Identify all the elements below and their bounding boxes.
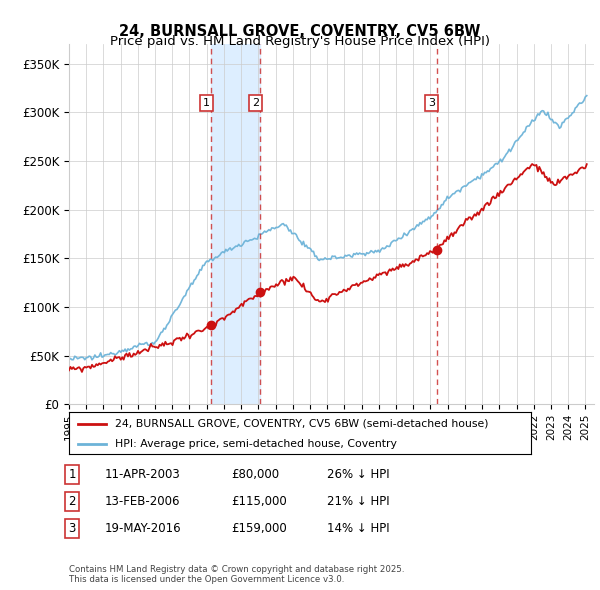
Text: 14% ↓ HPI: 14% ↓ HPI: [327, 522, 389, 535]
Text: £80,000: £80,000: [231, 468, 279, 481]
Text: 2: 2: [68, 495, 76, 508]
Text: 1: 1: [68, 468, 76, 481]
Text: 24, BURNSALL GROVE, COVENTRY, CV5 6BW (semi-detached house): 24, BURNSALL GROVE, COVENTRY, CV5 6BW (s…: [115, 419, 488, 429]
Text: Price paid vs. HM Land Registry's House Price Index (HPI): Price paid vs. HM Land Registry's House …: [110, 35, 490, 48]
Text: HPI: Average price, semi-detached house, Coventry: HPI: Average price, semi-detached house,…: [115, 439, 397, 448]
Text: 3: 3: [428, 97, 436, 107]
Text: £159,000: £159,000: [231, 522, 287, 535]
Text: 26% ↓ HPI: 26% ↓ HPI: [327, 468, 389, 481]
Text: 13-FEB-2006: 13-FEB-2006: [105, 495, 181, 508]
Text: 19-MAY-2016: 19-MAY-2016: [105, 522, 182, 535]
Text: £115,000: £115,000: [231, 495, 287, 508]
Text: Contains HM Land Registry data © Crown copyright and database right 2025.
This d: Contains HM Land Registry data © Crown c…: [69, 565, 404, 584]
Text: 1: 1: [203, 97, 209, 107]
Text: 2: 2: [251, 97, 259, 107]
Text: 24, BURNSALL GROVE, COVENTRY, CV5 6BW: 24, BURNSALL GROVE, COVENTRY, CV5 6BW: [119, 24, 481, 38]
Text: 3: 3: [68, 522, 76, 535]
Bar: [211, 44, 260, 404]
Text: 21% ↓ HPI: 21% ↓ HPI: [327, 495, 389, 508]
Text: 11-APR-2003: 11-APR-2003: [105, 468, 181, 481]
